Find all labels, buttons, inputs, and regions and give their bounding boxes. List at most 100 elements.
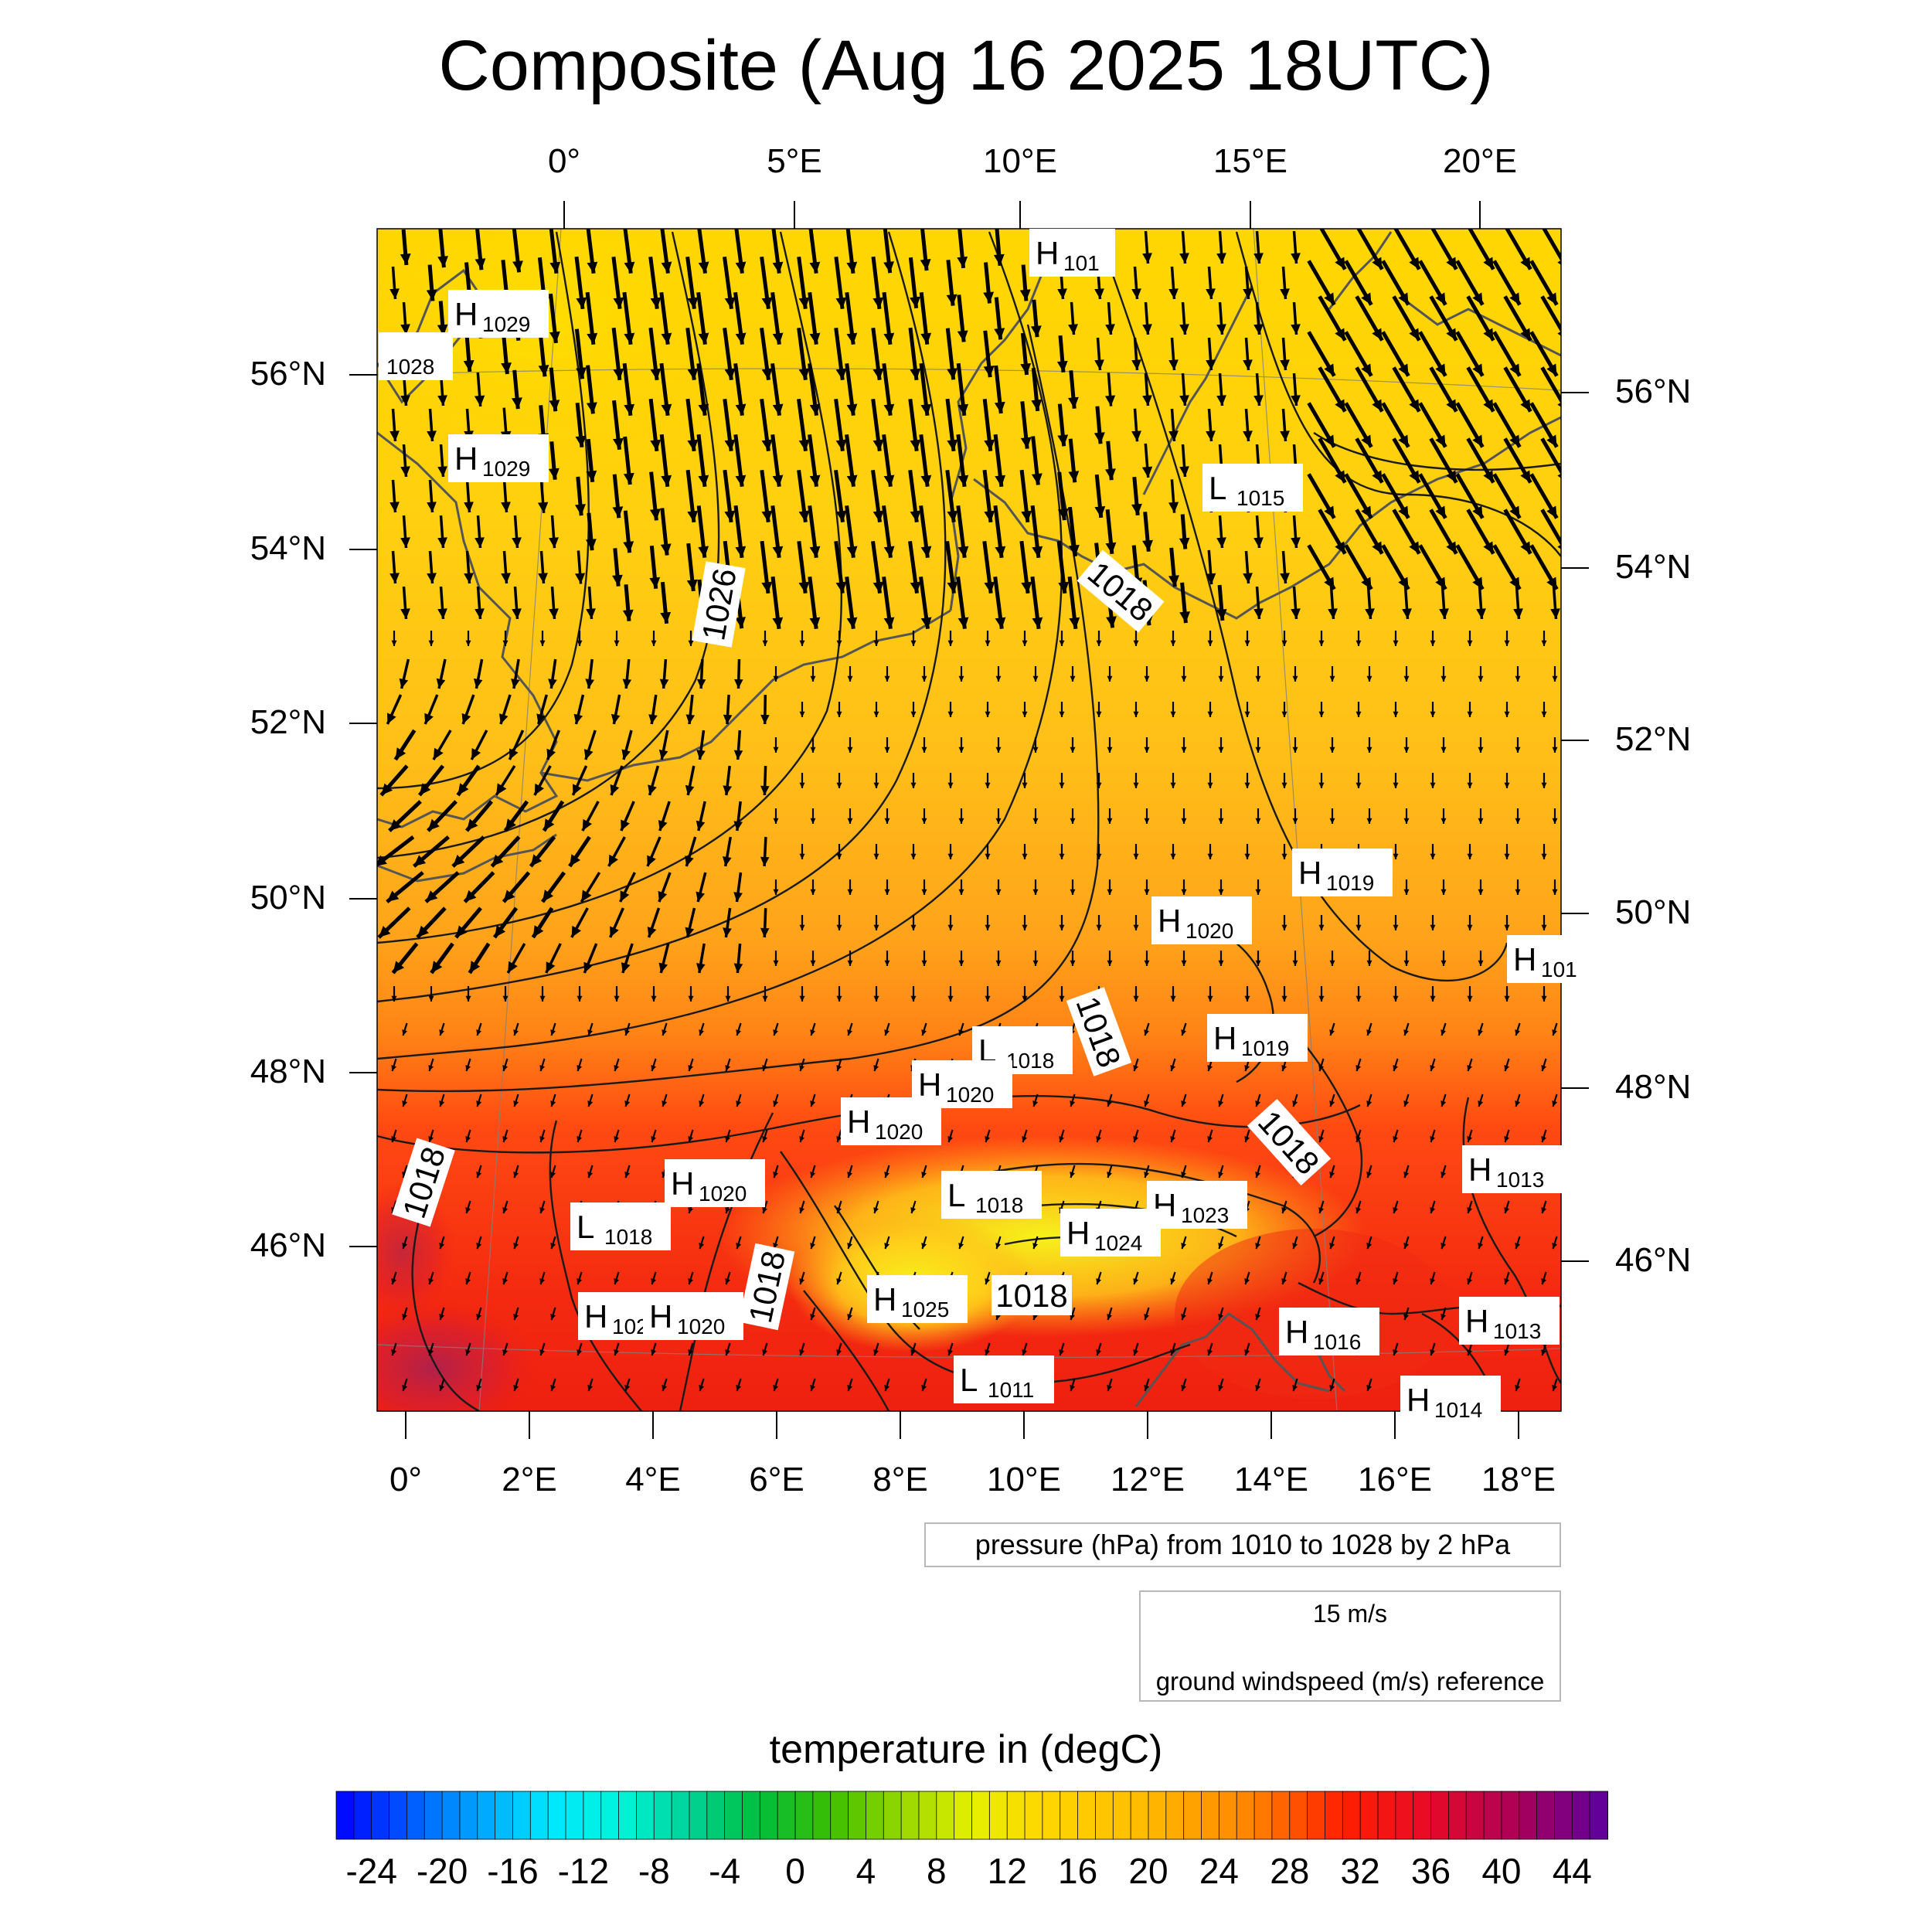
- colorbar-swatch: [1342, 1791, 1362, 1840]
- svg-text:1023: 1023: [1181, 1203, 1229, 1227]
- bottom-longitude-label: 0°: [389, 1461, 423, 1498]
- svg-text:H: H: [873, 1281, 896, 1318]
- svg-text:1028: 1028: [386, 355, 434, 379]
- colorbar-swatch: [495, 1791, 514, 1840]
- right-latitude-label: 54°N: [1615, 548, 1692, 586]
- colorbar-swatch: [1447, 1791, 1468, 1840]
- contour-label: 1018: [738, 1243, 795, 1331]
- colorbar-swatch: [423, 1791, 444, 1840]
- svg-text:1020: 1020: [699, 1182, 747, 1206]
- colorbar-swatch: [618, 1791, 638, 1840]
- colorbar-swatch: [406, 1791, 426, 1840]
- top-longitude-label: 0°: [547, 142, 581, 180]
- svg-text:H: H: [1468, 1151, 1492, 1188]
- colorbar-swatch: [830, 1791, 849, 1840]
- svg-text:1016: 1016: [1313, 1330, 1361, 1354]
- svg-text:H: H: [649, 1298, 672, 1335]
- colorbar-swatch: [1465, 1791, 1485, 1840]
- colorbar-tick-label: 44: [1553, 1851, 1592, 1891]
- svg-text:102: 102: [612, 1315, 648, 1338]
- svg-text:H: H: [1158, 903, 1181, 939]
- bottom-longitude-label: 2°E: [502, 1461, 557, 1498]
- axis-ticks: [349, 201, 1589, 1439]
- colorbar-tick-label: -12: [558, 1851, 609, 1891]
- colorbar-swatch: [653, 1791, 673, 1840]
- colorbar-swatch: [936, 1791, 955, 1840]
- colorbar-swatch: [389, 1791, 408, 1840]
- pressure-center-label: 1028: [379, 332, 453, 380]
- colorbar-swatch: [1359, 1791, 1379, 1840]
- colorbar-swatch: [600, 1791, 620, 1840]
- pressure-center-label: H 1020: [912, 1060, 1012, 1108]
- svg-text:H: H: [918, 1066, 941, 1103]
- bottom-longitude-label: 16°E: [1358, 1461, 1432, 1498]
- pressure-center-label: H 1019: [1207, 1014, 1308, 1062]
- svg-text:1020: 1020: [1185, 919, 1233, 943]
- colorbar-swatch: [335, 1791, 355, 1840]
- bottom-longitude-label: 14°E: [1234, 1461, 1308, 1498]
- left-latitude-label: 46°N: [250, 1226, 326, 1264]
- colorbar-swatch: [724, 1791, 743, 1840]
- left-latitude-label: 48°N: [250, 1053, 326, 1090]
- colorbar-swatch: [1165, 1791, 1185, 1840]
- colorbar-swatch: [512, 1791, 532, 1840]
- colorbar-tick-label: 40: [1481, 1851, 1521, 1891]
- colorbar-swatch: [1483, 1791, 1502, 1840]
- colorbar-swatch: [636, 1791, 655, 1840]
- pressure-center-label: H 1024: [1060, 1209, 1161, 1257]
- svg-text:1020: 1020: [677, 1315, 725, 1338]
- svg-text:1013: 1013: [1496, 1168, 1544, 1192]
- top-longitude-label: 20°E: [1443, 142, 1517, 180]
- colorbar-tick-label: 8: [927, 1851, 947, 1891]
- svg-text:1029: 1029: [482, 457, 530, 481]
- colorbar-swatch: [1218, 1791, 1238, 1840]
- colorbar-swatch: [441, 1791, 461, 1840]
- pressure-center-label: L 1018: [570, 1202, 671, 1250]
- pressure-center-label: H 101: [1507, 935, 1593, 983]
- pressure-center-label: H 1013: [1462, 1145, 1563, 1193]
- svg-text:1020: 1020: [875, 1120, 923, 1144]
- svg-text:1024: 1024: [1094, 1231, 1142, 1255]
- svg-text:1014: 1014: [1434, 1398, 1482, 1422]
- colorbar-swatch: [689, 1791, 708, 1840]
- svg-text:1019: 1019: [1241, 1036, 1289, 1060]
- right-latitude-label: 56°N: [1615, 372, 1692, 410]
- colorbar-swatch: [1501, 1791, 1520, 1840]
- svg-text:H: H: [454, 440, 478, 477]
- pressure-center-label: L 1011: [954, 1355, 1054, 1403]
- pressure-center-label: H 1016: [1279, 1308, 1379, 1355]
- svg-text:1018: 1018: [975, 1193, 1023, 1217]
- colorbar-swatch: [848, 1791, 867, 1840]
- colorbar-tick-label: 32: [1341, 1851, 1380, 1891]
- svg-text:H: H: [1465, 1303, 1488, 1339]
- colorbar-swatch: [1201, 1791, 1220, 1840]
- svg-text:H: H: [1066, 1215, 1090, 1251]
- right-latitude-label: 48°N: [1615, 1068, 1692, 1106]
- pressure-center-label: H 1029: [448, 290, 549, 338]
- vector-legend-text: ground windspeed (m/s) reference: [1155, 1667, 1545, 1696]
- pressure-center-label: L 1015: [1202, 464, 1303, 512]
- colorbar-tick-label: -4: [709, 1851, 740, 1891]
- svg-text:101: 101: [1541, 957, 1577, 981]
- pressure-center-label: H 1025: [867, 1275, 968, 1323]
- colorbar-swatch: [1077, 1791, 1097, 1840]
- wind-vectors: [377, 229, 1561, 1392]
- svg-text:H: H: [584, 1298, 607, 1335]
- colorbar-tick-label: 28: [1270, 1851, 1309, 1891]
- colorbar-swatch: [1095, 1791, 1114, 1840]
- colorbar-swatch: [1183, 1791, 1202, 1840]
- colorbar-tick-label: -8: [638, 1851, 670, 1891]
- colorbar-swatch: [1536, 1791, 1556, 1840]
- colorbar-swatch: [1289, 1791, 1308, 1840]
- colorbar-swatch: [1554, 1791, 1573, 1840]
- svg-text:H: H: [847, 1104, 870, 1140]
- pressure-center-label: H 101: [1029, 229, 1115, 277]
- colorbar-swatch: [1571, 1791, 1591, 1840]
- colorbar-swatch: [1271, 1791, 1291, 1840]
- colorbar-swatch: [547, 1791, 567, 1840]
- svg-text:H: H: [1513, 941, 1536, 978]
- colorbar-swatch: [1519, 1791, 1538, 1840]
- colorbar-swatch: [794, 1791, 814, 1840]
- colorbar-swatch: [1589, 1791, 1608, 1840]
